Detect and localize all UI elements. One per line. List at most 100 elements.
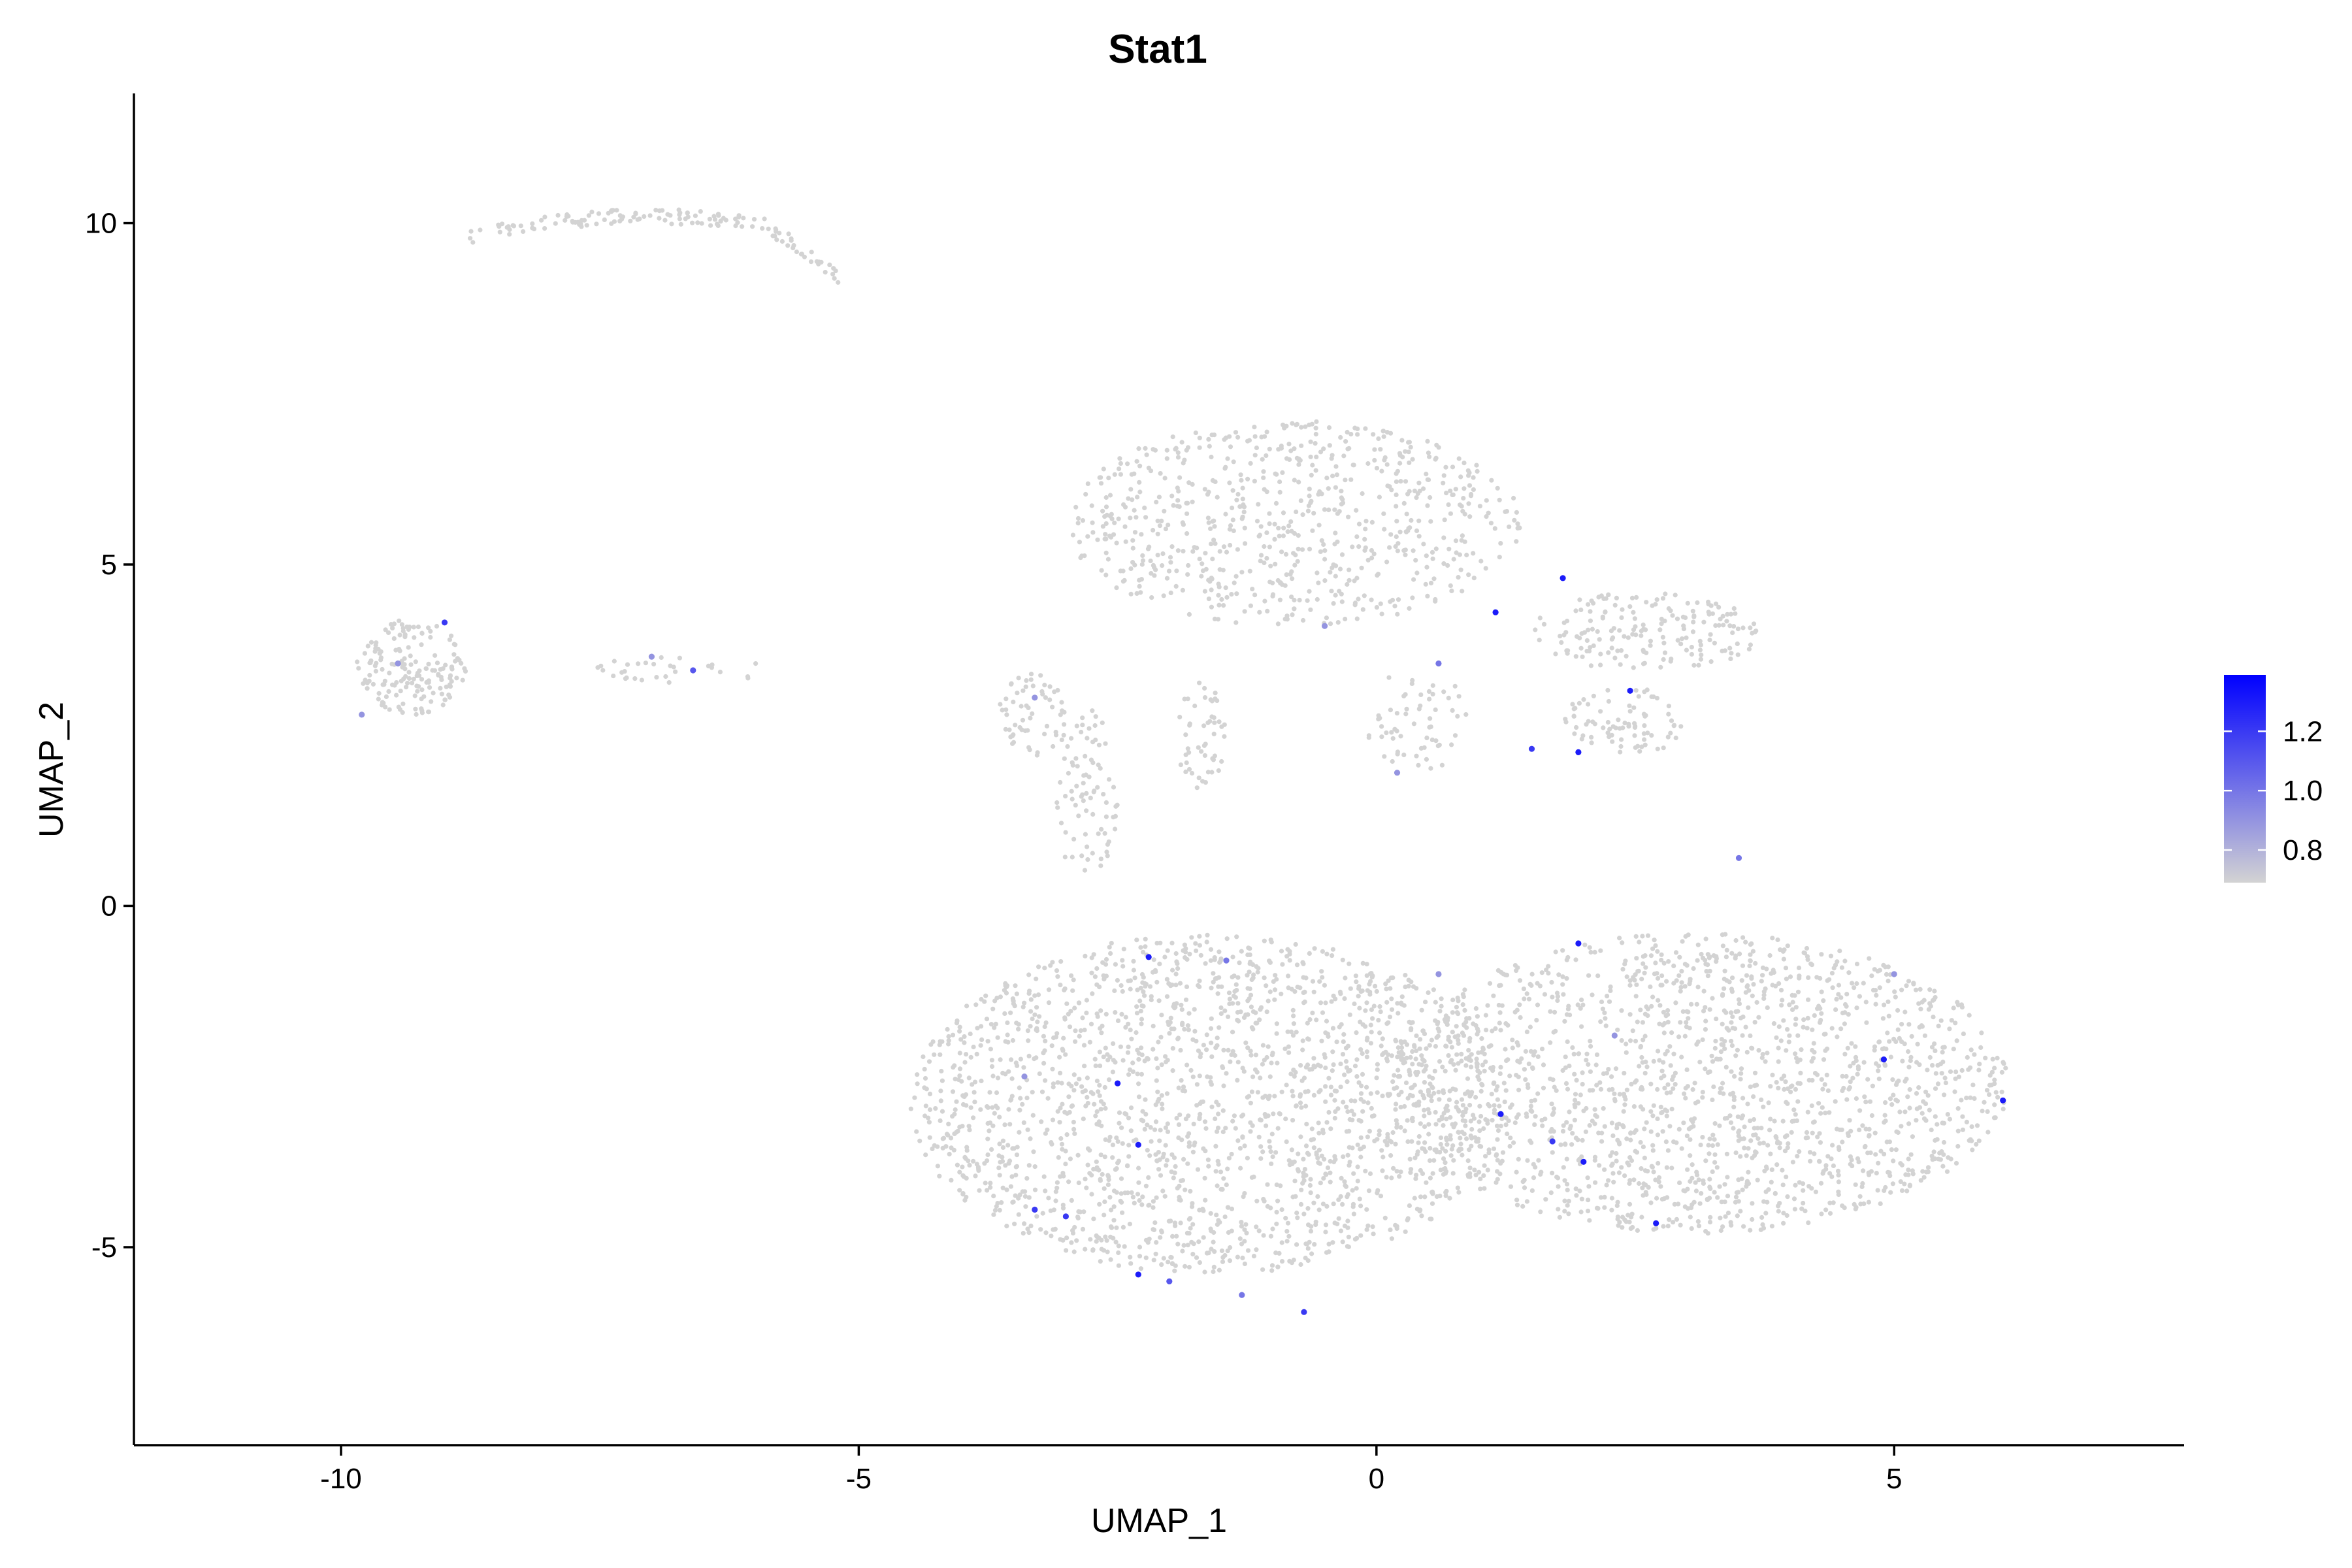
cell-point [1279,549,1284,555]
cell-point [1328,621,1333,627]
cell-point [1541,621,1547,627]
cell-point [1178,762,1183,768]
cell-point [1308,1190,1313,1196]
cell-point [1379,612,1384,617]
cell-point [1267,989,1273,994]
cell-point [1563,1054,1568,1060]
cell-point [1514,1007,1520,1013]
cell-point [1179,1078,1184,1083]
cell-point [1187,951,1192,956]
cell-point [1209,1054,1215,1059]
cell-point [1359,1083,1364,1088]
cell-point [1668,1090,1673,1095]
cell-point [1402,1039,1407,1045]
cell-point [1475,468,1480,474]
cell-point [416,684,421,689]
cell-point [1650,1113,1656,1119]
cell-point [1809,1103,1814,1109]
cell-point [1497,497,1502,502]
cell-point [1053,729,1058,735]
cell-point [1113,1239,1119,1245]
cell-point [1434,1194,1439,1200]
cell-point [1524,1114,1529,1119]
cell-point [1410,595,1415,600]
cell-point [1114,1135,1119,1141]
cell-point [1401,1003,1407,1008]
cell-point [1036,964,1041,970]
cell-point [1661,1073,1667,1079]
cell-point [1209,1040,1214,1045]
cell-point [1071,977,1076,983]
cell-point [1699,951,1704,957]
cell-point [1465,1076,1471,1081]
cell-point [1750,630,1755,636]
cell-point [1983,1055,1988,1060]
cell-point [974,1051,979,1056]
cell-point [1143,1255,1149,1260]
cell-point [1718,1215,1723,1220]
cell-point [1218,958,1223,964]
cell-point [1365,1100,1371,1105]
cell-point [1319,538,1324,544]
cell-point [1376,1017,1381,1023]
cell-point [1190,499,1195,504]
cell-point [1121,947,1126,952]
cell-point [1874,1171,1879,1176]
cell-point [1291,551,1296,556]
cell-point [1503,509,1508,514]
cell-point [1631,627,1637,632]
cell-point [1746,1169,1751,1175]
cell-point [1112,520,1117,525]
cell-point [1722,968,1727,973]
cell-point [1605,994,1610,999]
cell-point [1320,1010,1326,1015]
cell-point [1381,434,1386,439]
cell-point [1692,1081,1697,1086]
cell-point [1170,1233,1175,1239]
cell-point [1254,519,1260,524]
cell-point [1213,1169,1218,1174]
cell-point [1186,563,1191,568]
cell-point [1392,1086,1397,1091]
cell-point [1793,1022,1798,1027]
cell-point [1103,532,1108,537]
cell-point [1220,1129,1226,1135]
cell-point [1102,1085,1107,1090]
cell-point [1700,1095,1705,1100]
cell-point [1566,1211,1571,1217]
cell-point [426,710,432,715]
cell-point [1369,1030,1374,1035]
cell-point [1009,1174,1015,1179]
cell-point [1430,683,1435,688]
cell-point [1101,792,1106,797]
cell-point [1030,1016,1035,1022]
cell-point [1620,607,1625,612]
cell-point [1700,1037,1705,1043]
cell-point [978,1107,983,1112]
cell-point [1105,1057,1111,1063]
cell-point [451,642,457,647]
cell-point [997,1141,1002,1147]
cell-point [406,627,412,632]
cell-point [1651,1169,1656,1175]
cell-point [1674,616,1680,621]
cell-point [1895,1027,1901,1032]
cell-point [1827,1211,1833,1216]
cell-point [1853,1044,1858,1049]
cell-point [1388,599,1393,604]
cell-point [1587,1123,1592,1128]
cell-point [1292,1159,1297,1164]
cell-point [1467,1036,1473,1041]
cell-point [1184,500,1189,506]
cell-point [1273,471,1278,476]
cell-point [1428,1145,1433,1151]
cell-point [1555,998,1560,1004]
cell-point [1457,552,1462,557]
cell-point [1213,479,1218,485]
cell-point [610,208,615,213]
cell-point [1403,479,1409,484]
cell-point [651,661,657,667]
cell-point [1425,438,1430,444]
cell-point [1825,1088,1831,1093]
cell-point [1131,968,1136,973]
